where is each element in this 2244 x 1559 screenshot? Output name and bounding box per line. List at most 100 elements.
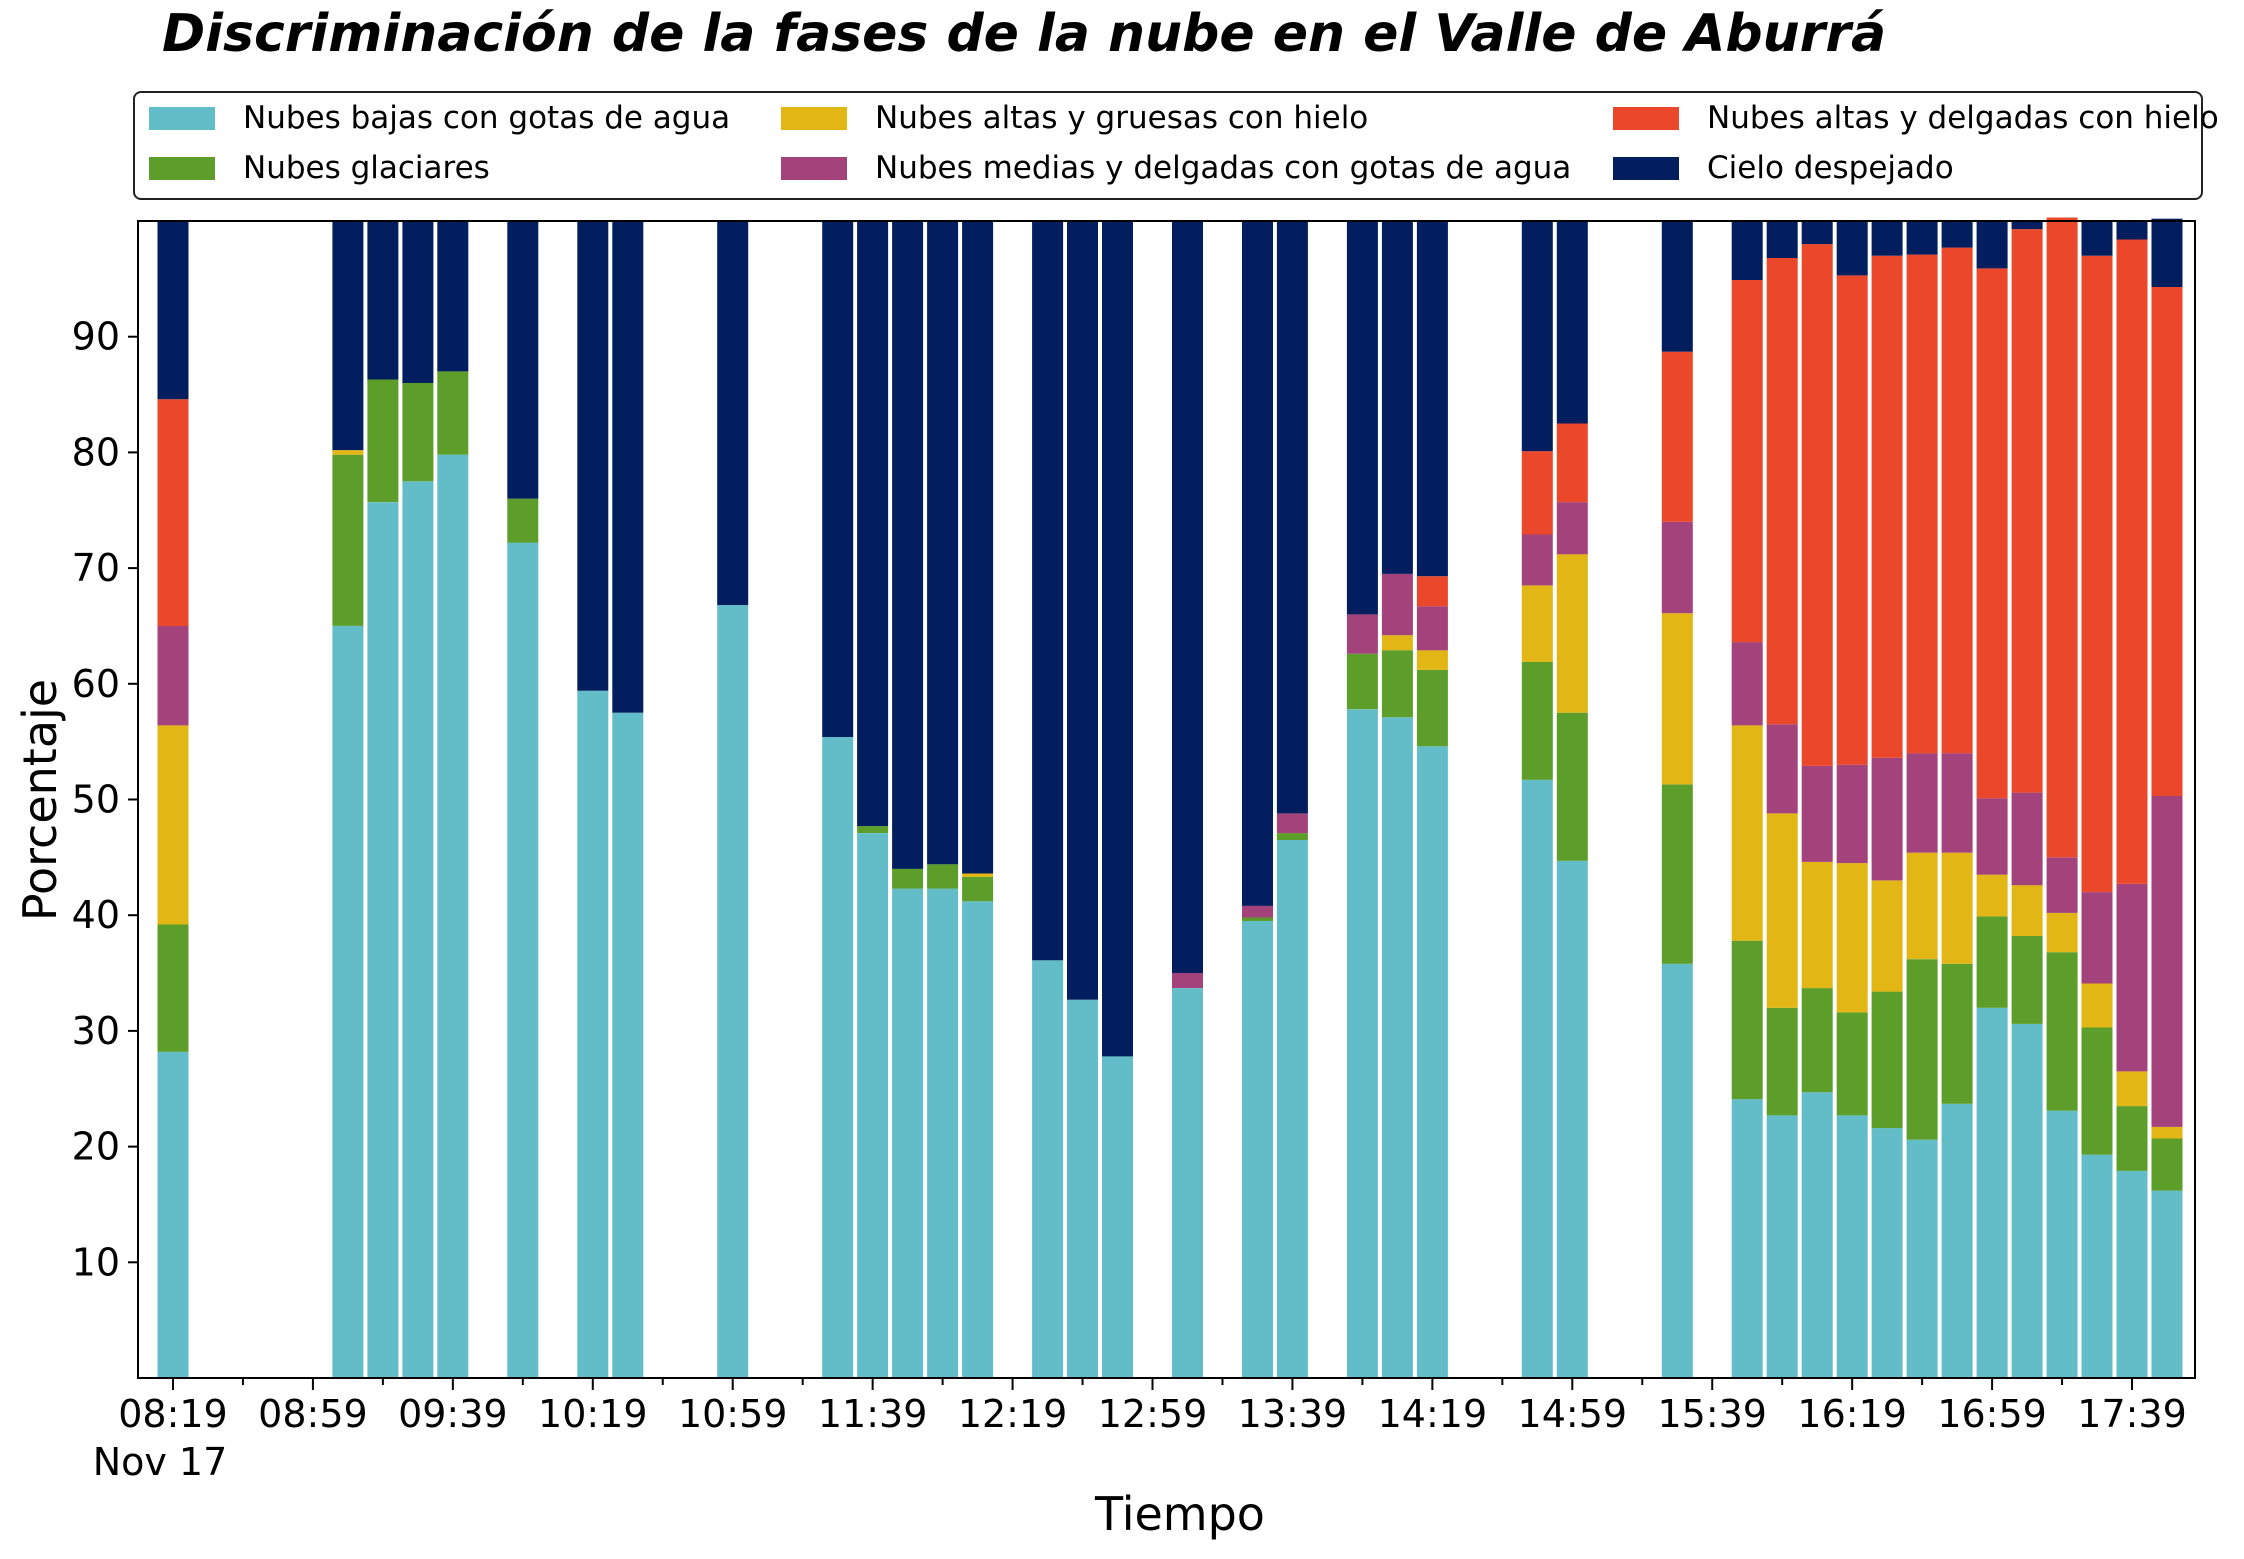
legend: Nubes bajas con gotas de agua Nubes glac… [133, 91, 2219, 200]
bar-segment [2116, 1071, 2148, 1107]
bar-segment [1836, 221, 1868, 276]
bar-segment [2046, 217, 2078, 858]
bar-segment [2011, 792, 2043, 886]
bar-segment [2046, 1110, 2078, 1378]
bar-segment [402, 383, 434, 482]
bar-segment [1067, 999, 1098, 1378]
bar-segment [927, 888, 959, 1378]
y-tick-label: 50 [72, 778, 120, 822]
x-tick-label: 14:59 [1518, 1392, 1628, 1436]
legend-label: Nubes altas y delgadas con hielo [1707, 100, 2219, 136]
bar-segment [402, 221, 434, 383]
bar-segment [1801, 765, 1833, 862]
bar-segment [2151, 796, 2183, 1127]
bar-segment [1556, 712, 1588, 861]
bar-segment [1941, 753, 1973, 853]
bar-segment [1556, 221, 1588, 424]
bar-segment [1521, 779, 1553, 1378]
bar-segment [2011, 229, 2043, 793]
legend-swatch [781, 106, 847, 130]
bar-segment [1766, 813, 1798, 1008]
bar-segment [1172, 973, 1203, 988]
bar-segment [1906, 221, 1938, 255]
bar-segment [157, 221, 189, 400]
bar-segment [1836, 1012, 1868, 1116]
bar-segment [2011, 885, 2043, 936]
bar-segment [1381, 717, 1413, 1378]
x-axis-label: Tiempo [1094, 1487, 1265, 1541]
bar-segment [367, 379, 399, 503]
bar-segment [1661, 221, 1693, 352]
bar-segment [1661, 784, 1693, 964]
bar-segment [2116, 1170, 2148, 1378]
x-axis: 08:19 08:59 09:39 10:19 10:59 11:39 12:19 12:59… [118, 1378, 2187, 1436]
bar-segment [1381, 635, 1413, 651]
bar-segment [1766, 1007, 1798, 1116]
bar-segment [822, 737, 854, 1378]
bar-segment [507, 221, 539, 499]
bar-segment [577, 221, 609, 691]
y-tick-label: 90 [72, 315, 120, 359]
bar-segment [1032, 960, 1064, 1378]
legend-label: Nubes altas y gruesas con hielo [875, 100, 1369, 136]
y-tick-label: 30 [72, 1009, 120, 1053]
bar-segment [1242, 917, 1273, 921]
bar-segment [822, 221, 854, 737]
bar-segment [1242, 221, 1273, 906]
bar-segment [1661, 351, 1693, 522]
bar-segment [1731, 221, 1763, 280]
bar-segment [2046, 952, 2078, 1111]
bar-segment [1801, 988, 1833, 1093]
bar-segment [892, 221, 924, 869]
bar-segment [1346, 221, 1378, 615]
bar-segment [1521, 451, 1553, 535]
bar-segment [612, 712, 644, 1378]
y-axis: 10 20 30 40 50 60 70 80 90 [72, 315, 138, 1284]
bar-segment [1242, 921, 1273, 1378]
bar-segment [1906, 254, 1938, 754]
bar-segment [1766, 221, 1798, 258]
bar-segment [1661, 963, 1693, 1378]
legend-label: Nubes glaciares [243, 150, 490, 186]
bar-segment [2116, 1106, 2148, 1171]
bar-segment [717, 221, 749, 606]
bar-segment [1836, 1115, 1868, 1378]
bar-segment [1521, 534, 1553, 586]
bar-segment [1416, 650, 1448, 670]
bar-segment [1556, 860, 1588, 1378]
bar-segment [1067, 221, 1098, 1000]
bar-segment [1731, 280, 1763, 643]
legend-label: Cielo despejado [1707, 150, 1954, 186]
bar-segment [1941, 221, 1973, 248]
y-tick-label: 70 [72, 546, 120, 590]
x-tick-label: 15:39 [1657, 1392, 1767, 1436]
bar-segment [1731, 940, 1763, 1100]
bar-segment [1276, 221, 1308, 814]
bar-segment [1416, 669, 1448, 747]
bar-segment [962, 877, 994, 902]
bar-segment [962, 221, 994, 874]
bars-layer [157, 217, 2183, 1378]
legend-swatch [149, 156, 215, 180]
bar-segment [857, 221, 889, 827]
bar-segment [1906, 959, 1938, 1140]
bar-segment [2046, 912, 2078, 953]
bar-segment [1556, 502, 1588, 555]
bar-segment [1906, 852, 1938, 960]
bar-segment [2151, 1138, 2183, 1191]
legend-item-clear-sky: Cielo despejado [1613, 150, 1954, 186]
x-date-label: Nov 17 [93, 1440, 228, 1484]
x-tick-label: 12:19 [958, 1392, 1068, 1436]
bar-segment [2011, 1024, 2043, 1378]
bar-segment [927, 221, 959, 865]
bar-segment [612, 221, 644, 713]
x-tick-label: 16:19 [1797, 1392, 1907, 1436]
bar-segment [1836, 863, 1868, 1013]
bar-segment [1381, 221, 1413, 574]
bar-segment [2081, 1027, 2113, 1155]
bar-segment [1976, 916, 2008, 1008]
bar-segment [1941, 247, 1973, 754]
bar-segment [1556, 554, 1588, 713]
legend-item-high-thick-ice: Nubes altas y gruesas con hielo [781, 100, 1369, 136]
x-tick-label: 09:39 [398, 1392, 508, 1436]
